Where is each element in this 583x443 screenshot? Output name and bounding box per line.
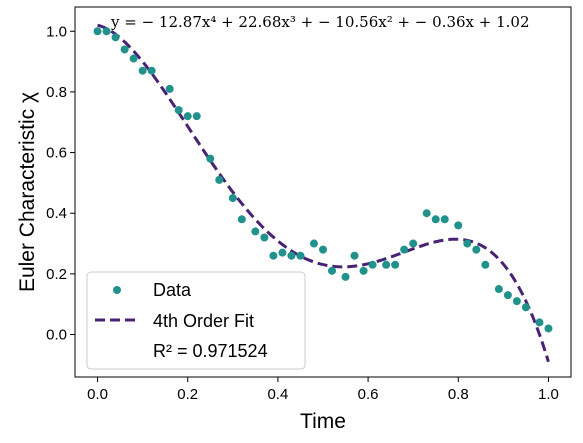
data-point [350,251,359,260]
data-point [521,303,530,312]
y-tick-label: 0.6 [46,145,67,162]
fit-curve [97,23,550,363]
data-point [237,215,246,224]
x-tick-label: 0.0 [87,386,108,403]
data-point [454,221,463,230]
x-tick-label: 0.6 [358,386,379,403]
data-point [512,297,521,306]
data-point [359,266,368,275]
data-point [463,239,472,248]
data-point [503,291,512,300]
data-point [472,245,481,254]
y-axis-ticks: 0.0 0.2 0.4 0.6 0.8 1.0 [46,23,75,344]
data-point [422,209,431,218]
legend: Data 4th Order Fit R² = 0.971524 [86,271,306,370]
data-point [319,245,327,254]
data-point [431,215,440,224]
x-tick-label: 0.4 [267,386,288,403]
data-point [228,194,237,203]
data-point [278,248,287,257]
data-point [341,272,350,281]
data-point [368,260,377,269]
axes-frame [74,6,572,378]
y-tick-label: 0.8 [46,84,67,101]
data-point [102,27,111,36]
data-point [440,215,449,224]
data-point [287,251,296,260]
data-point [174,106,183,115]
y-tick-label: 0.0 [46,327,67,344]
data-point [93,27,102,36]
data-point [409,239,418,248]
y-axis-label: Euler Characteristic χ [16,92,39,292]
x-axis-label: Time [300,410,346,433]
data-point [328,266,337,275]
equation-annotation: y = − 12.87x⁴ + 22.68x³ + − 10.56x² + − … [110,13,530,31]
data-point [481,260,490,269]
y-tick-label: 1.0 [46,23,67,40]
data-points-layer [93,27,553,333]
data-point [494,285,503,294]
data-point [129,54,138,63]
legend-box [86,271,306,370]
data-point [269,251,278,260]
legend-data-marker [113,286,121,294]
legend-r-squared: R² = 0.971524 [153,341,268,361]
data-point [138,66,147,75]
legend-data-label: Data [153,280,192,300]
data-point [260,233,269,242]
data-point [296,251,305,260]
data-point [147,66,156,75]
data-point [544,324,553,333]
x-tick-label: 1.0 [538,386,559,403]
data-point [120,45,129,54]
data-point [215,175,224,184]
data-point [535,318,544,327]
data-point [391,260,400,269]
y-tick-label: 0.2 [46,266,67,283]
data-point [183,112,192,121]
y-tick-label: 0.4 [46,205,67,222]
data-point [192,112,201,121]
x-tick-label: 0.2 [177,386,198,403]
data-point [400,245,409,254]
x-axis-ticks: 0.0 0.2 0.4 0.6 0.8 1.0 [87,377,559,403]
fit-line-layer [97,23,550,363]
data-point [165,84,174,93]
data-point [382,260,391,269]
data-point [206,154,215,163]
legend-fit-label: 4th Order Fit [153,311,254,331]
data-point [251,227,260,236]
x-tick-label: 0.8 [448,386,469,403]
data-point [309,239,318,248]
data-point [111,33,120,42]
